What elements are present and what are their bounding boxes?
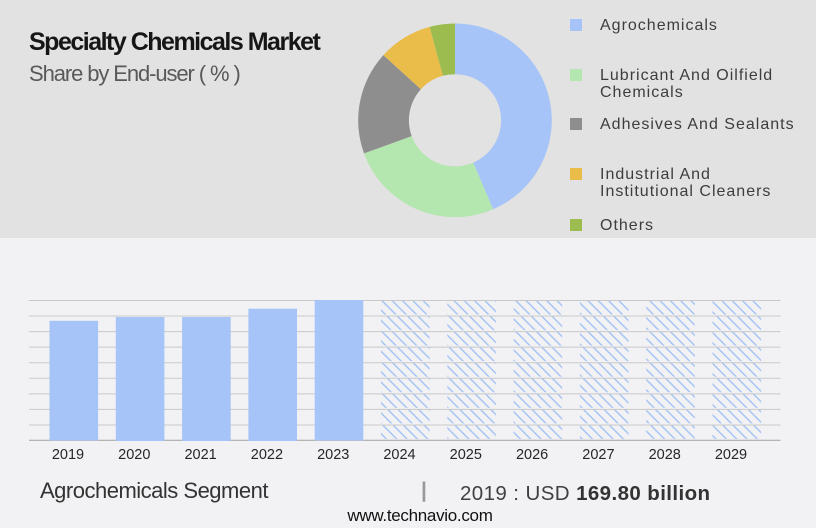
svg-text:2022: 2022 [251,447,283,463]
svg-text:2024: 2024 [383,447,415,463]
svg-text:2023: 2023 [317,447,349,463]
svg-text:2021: 2021 [184,447,216,463]
svg-text:2029: 2029 [715,447,747,463]
svg-text:2019: 2019 [52,447,84,463]
svg-text:2025: 2025 [450,447,482,463]
svg-text:2027: 2027 [582,447,614,463]
svg-text:2020: 2020 [118,447,150,463]
svg-text:2026: 2026 [516,447,548,463]
svg-text:2028: 2028 [649,447,681,463]
